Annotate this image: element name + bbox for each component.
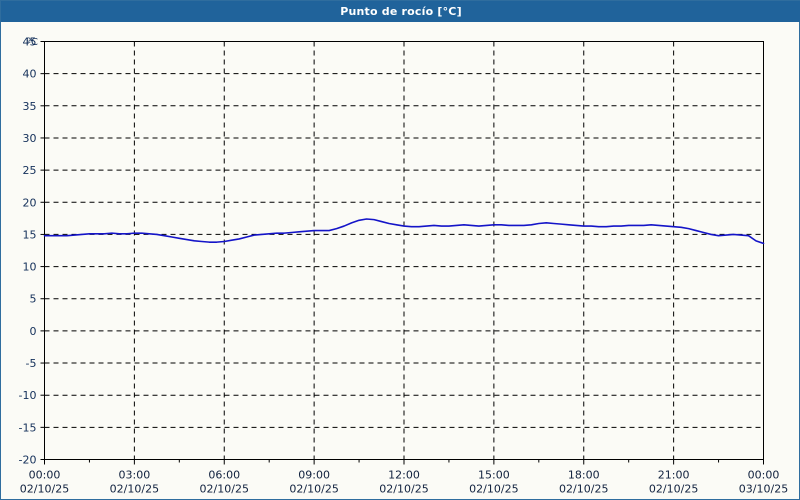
y-axis-tick-label: 40 bbox=[23, 68, 37, 81]
window-titlebar: Punto de rocío [°C] bbox=[1, 1, 800, 22]
y-axis-ticks: 45 40 35 30 25 20 15 10 5 0 -5 -10 -15 -20 bbox=[19, 36, 45, 467]
y-axis-tick-label: -5 bbox=[26, 357, 37, 370]
y-axis-tick-label: -15 bbox=[19, 421, 37, 434]
x-axis-tick-label-time: 09:00 bbox=[298, 469, 330, 482]
x-axis-tick-label-date: 02/10/25 bbox=[559, 483, 608, 496]
plot-frame bbox=[44, 41, 764, 460]
x-axis-tick-label-time: 00:00 bbox=[748, 469, 780, 482]
x-axis-tick-label-time: 15:00 bbox=[478, 469, 510, 482]
window-title: Punto de rocío [°C] bbox=[340, 5, 462, 18]
x-axis-tick-label-date: 02/10/25 bbox=[649, 483, 698, 496]
x-axis-tick-label-date: 03/10/25 bbox=[739, 483, 788, 496]
y-axis-tick-label: 45 bbox=[23, 36, 37, 49]
x-axis-tick-label-time: 03:00 bbox=[119, 469, 151, 482]
x-axis-tick-label-time: 18:00 bbox=[568, 469, 600, 482]
x-axis-tick-label-time: 21:00 bbox=[658, 469, 690, 482]
y-axis-tick-label: 25 bbox=[23, 164, 37, 177]
x-axis-tick-label-date: 02/10/25 bbox=[379, 483, 428, 496]
y-axis-tick-label: 20 bbox=[23, 196, 37, 209]
y-axis-unit-label: ºC bbox=[26, 37, 38, 48]
x-axis-tick-label-date: 02/10/25 bbox=[469, 483, 518, 496]
y-axis-tick-label: 10 bbox=[23, 261, 37, 274]
x-axis-tick-label-time: 12:00 bbox=[388, 469, 420, 482]
chart-canvas: 45 40 35 30 25 20 15 10 5 0 -5 -10 -15 -20 00:00 02/10… bbox=[2, 23, 798, 498]
x-axis-tick-label-time: 00:00 bbox=[29, 469, 61, 482]
x-axis-tick-label-date: 02/10/25 bbox=[20, 483, 69, 496]
y-axis-tick-label: 15 bbox=[23, 228, 37, 241]
grid-layer bbox=[44, 41, 764, 460]
x-axis-tick-label-date: 02/10/25 bbox=[110, 483, 159, 496]
y-axis-tick-label: 5 bbox=[30, 293, 37, 306]
x-axis-tick-label-date: 02/10/25 bbox=[289, 483, 338, 496]
x-axis-tick-label-time: 06:00 bbox=[208, 469, 240, 482]
y-axis-tick-label: -20 bbox=[19, 454, 37, 467]
x-axis-ticks: 00:0002/10/2503:0002/10/2506:0002/10/250… bbox=[20, 459, 788, 496]
series-line-punto-de-rocio bbox=[43, 218, 765, 245]
y-axis-tick-label: -10 bbox=[19, 389, 37, 402]
y-axis-tick-label: 30 bbox=[23, 132, 37, 145]
y-axis-tick-label: 0 bbox=[30, 325, 37, 338]
x-axis-tick-label-date: 02/10/25 bbox=[200, 483, 249, 496]
y-axis-tick-label: 35 bbox=[23, 100, 37, 113]
